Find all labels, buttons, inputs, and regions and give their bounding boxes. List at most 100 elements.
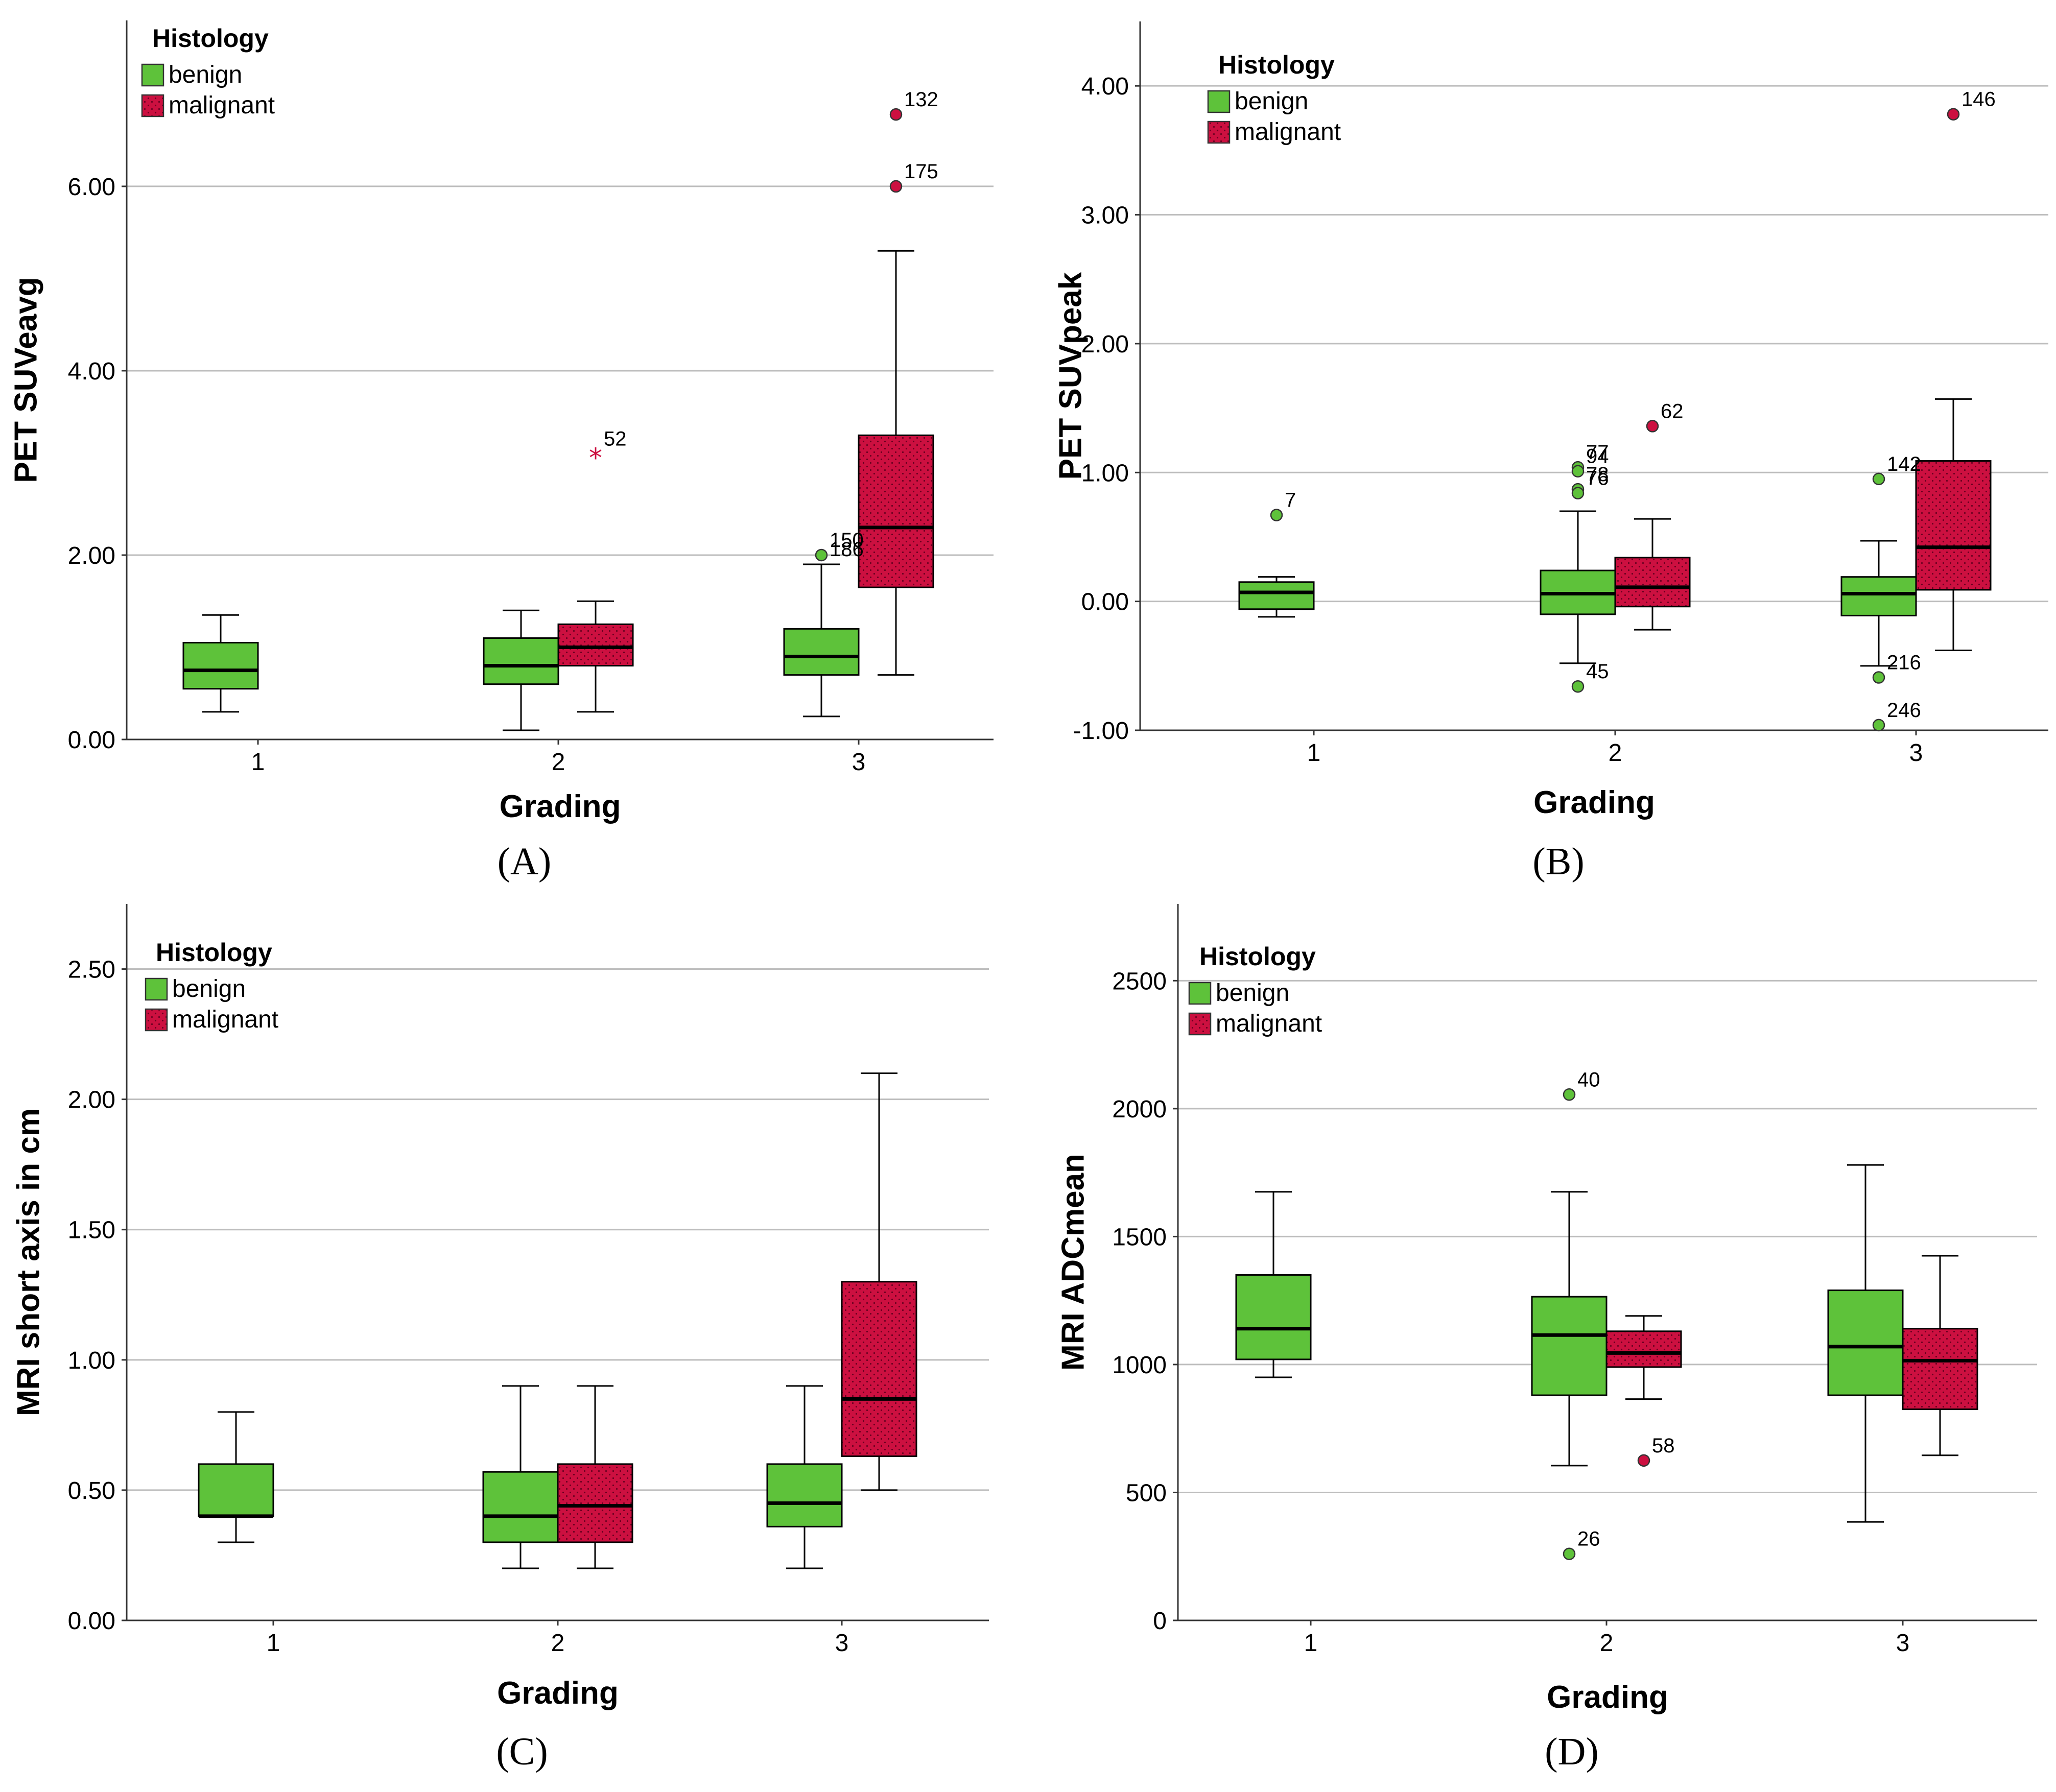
outlier-label: 150 <box>830 529 864 552</box>
outlier-point <box>889 180 903 193</box>
box-benign-grade-3 <box>1827 1164 1904 1523</box>
box-malignant-grade-3 <box>841 1072 917 1491</box>
outlier-label: 175 <box>904 160 938 183</box>
legend-entry-malignant: malignant <box>172 1006 278 1033</box>
y-tick-label: 0.00 <box>68 727 115 754</box>
extreme-outlier-star: * <box>589 443 602 473</box>
box-malignant-grade-3 <box>1915 398 1992 652</box>
legend-swatch-benign <box>145 977 168 1001</box>
legend-swatch-benign <box>141 63 164 87</box>
legend-entry-malignant: malignant <box>1216 1010 1322 1037</box>
y-tick-label: 2.00 <box>68 1087 115 1114</box>
box-malignant-grade-3 <box>858 250 934 676</box>
y-tick-label: 1.50 <box>68 1217 115 1244</box>
legend-swatch-benign <box>1207 90 1231 113</box>
y-axis-title: MRI short axis in cm <box>11 1108 46 1416</box>
box-malignant-grade-2 <box>557 600 634 713</box>
y-tick-label: 0 <box>1153 1608 1167 1635</box>
box-iqr <box>766 1463 843 1527</box>
y-tick-label: 2000 <box>1112 1096 1167 1123</box>
x-axis-title: Grading <box>1533 785 1655 820</box>
box-benign-grade-3 <box>783 563 860 718</box>
box-iqr <box>1531 1296 1608 1396</box>
outlier-label: 146 <box>1962 88 1996 111</box>
outlier-point <box>1947 108 1960 121</box>
y-tick-label: 0.00 <box>1081 589 1129 616</box>
box-iqr <box>1614 557 1691 608</box>
outlier-label: 246 <box>1887 699 1921 722</box>
legend-entry-benign: benign <box>1235 88 1308 115</box>
x-tick-label: 3 <box>835 1630 849 1657</box>
legend-entry-malignant: malignant <box>1235 118 1341 146</box>
x-tick-label: 1 <box>1307 739 1321 767</box>
y-tick-label: 1.00 <box>68 1347 115 1374</box>
outlier-label: 45 <box>1586 660 1609 683</box>
outlier-label: 94 <box>1586 445 1609 468</box>
outlier-label: 132 <box>904 88 938 111</box>
box-iqr <box>1840 576 1917 616</box>
panel-label: (A) <box>498 840 552 883</box>
panel-label: (C) <box>496 1730 548 1773</box>
legend-entry-benign: benign <box>1216 979 1289 1007</box>
legend-title: Histology <box>1218 51 1335 79</box>
box-malignant-grade-3 <box>1902 1255 1978 1456</box>
y-tick-label: 1000 <box>1112 1352 1167 1379</box>
outlier-point <box>1563 1547 1576 1560</box>
outlier-point <box>1872 671 1885 684</box>
y-axis-title: PET SUVeavg <box>8 277 43 483</box>
outlier-label: 76 <box>1586 467 1609 490</box>
x-axis-title: Grading <box>497 1676 619 1711</box>
legend: Histology benign malignant <box>141 24 275 119</box>
outlier-label: 216 <box>1887 652 1921 674</box>
box-benign-grade-2 <box>1531 1191 1608 1467</box>
outlier-point <box>1872 472 1885 486</box>
outlier-point <box>1270 509 1283 521</box>
outlier-point <box>1872 719 1885 732</box>
box-benign-grade-1 <box>182 614 259 713</box>
y-tick-label: -1.00 <box>1073 718 1129 745</box>
x-axis-title: Grading <box>1547 1680 1668 1715</box>
y-tick-label: 6.00 <box>68 174 115 201</box>
legend-title: Histology <box>156 938 272 967</box>
box-benign-grade-3 <box>1840 540 1917 667</box>
legend-swatch-malignant <box>1188 1012 1212 1036</box>
y-tick-label: 2.00 <box>1081 331 1129 358</box>
outlier-label: 58 <box>1652 1435 1675 1457</box>
y-tick-label: 4.00 <box>1081 73 1129 100</box>
box-malignant-grade-2 <box>1614 518 1691 631</box>
outlier-label: 7 <box>1285 489 1296 512</box>
y-axis-title: MRI ADCmean <box>1055 1154 1091 1371</box>
outlier-label: 78 <box>1586 463 1609 486</box>
legend: Histology benign malignant <box>1207 51 1341 146</box>
outlier-point <box>1571 465 1585 477</box>
x-tick-label: 1 <box>251 749 265 776</box>
box-iqr <box>841 1281 917 1458</box>
box-iqr <box>557 623 634 667</box>
x-tick-label: 2 <box>1609 739 1622 767</box>
panel-label: (B) <box>1532 840 1584 883</box>
box-malignant-grade-2 <box>1605 1315 1682 1400</box>
outlier-point <box>1646 420 1659 433</box>
y-tick-label: 0.00 <box>68 1608 115 1635</box>
outlier-label: 77 <box>1586 441 1609 464</box>
box-benign-grade-1 <box>198 1411 274 1543</box>
chart-panel-1: 0.00 2.00 4.00 6.00 1 2 3 Grading PET SUVeavg (A)… <box>8 20 994 883</box>
x-tick-label: 2 <box>552 749 565 776</box>
x-tick-label: 3 <box>1896 1630 1910 1657</box>
outlier-point <box>1571 487 1585 499</box>
legend-swatch-benign <box>1188 982 1212 1005</box>
panel-label: (D) <box>1545 1730 1599 1773</box>
chart-panel-3: 0.00 0.50 1.00 1.50 2.00 2.50 1 2 3 Grading MRI sh… <box>11 904 989 1773</box>
x-tick-label: 3 <box>852 749 866 776</box>
box-iqr <box>198 1463 274 1517</box>
x-tick-label: 2 <box>1600 1630 1614 1657</box>
y-tick-label: 500 <box>1126 1479 1167 1507</box>
outlier-point <box>1563 1088 1576 1101</box>
outlier-label: 62 <box>1661 400 1684 422</box>
y-tick-label: 0.50 <box>68 1477 115 1504</box>
legend-entry-benign: benign <box>172 975 246 1002</box>
y-axis-title: PET SUVpeak <box>1053 272 1088 480</box>
x-tick-label: 3 <box>1909 739 1923 767</box>
box-iqr <box>1235 1274 1312 1360</box>
x-tick-label: 2 <box>551 1630 565 1657</box>
